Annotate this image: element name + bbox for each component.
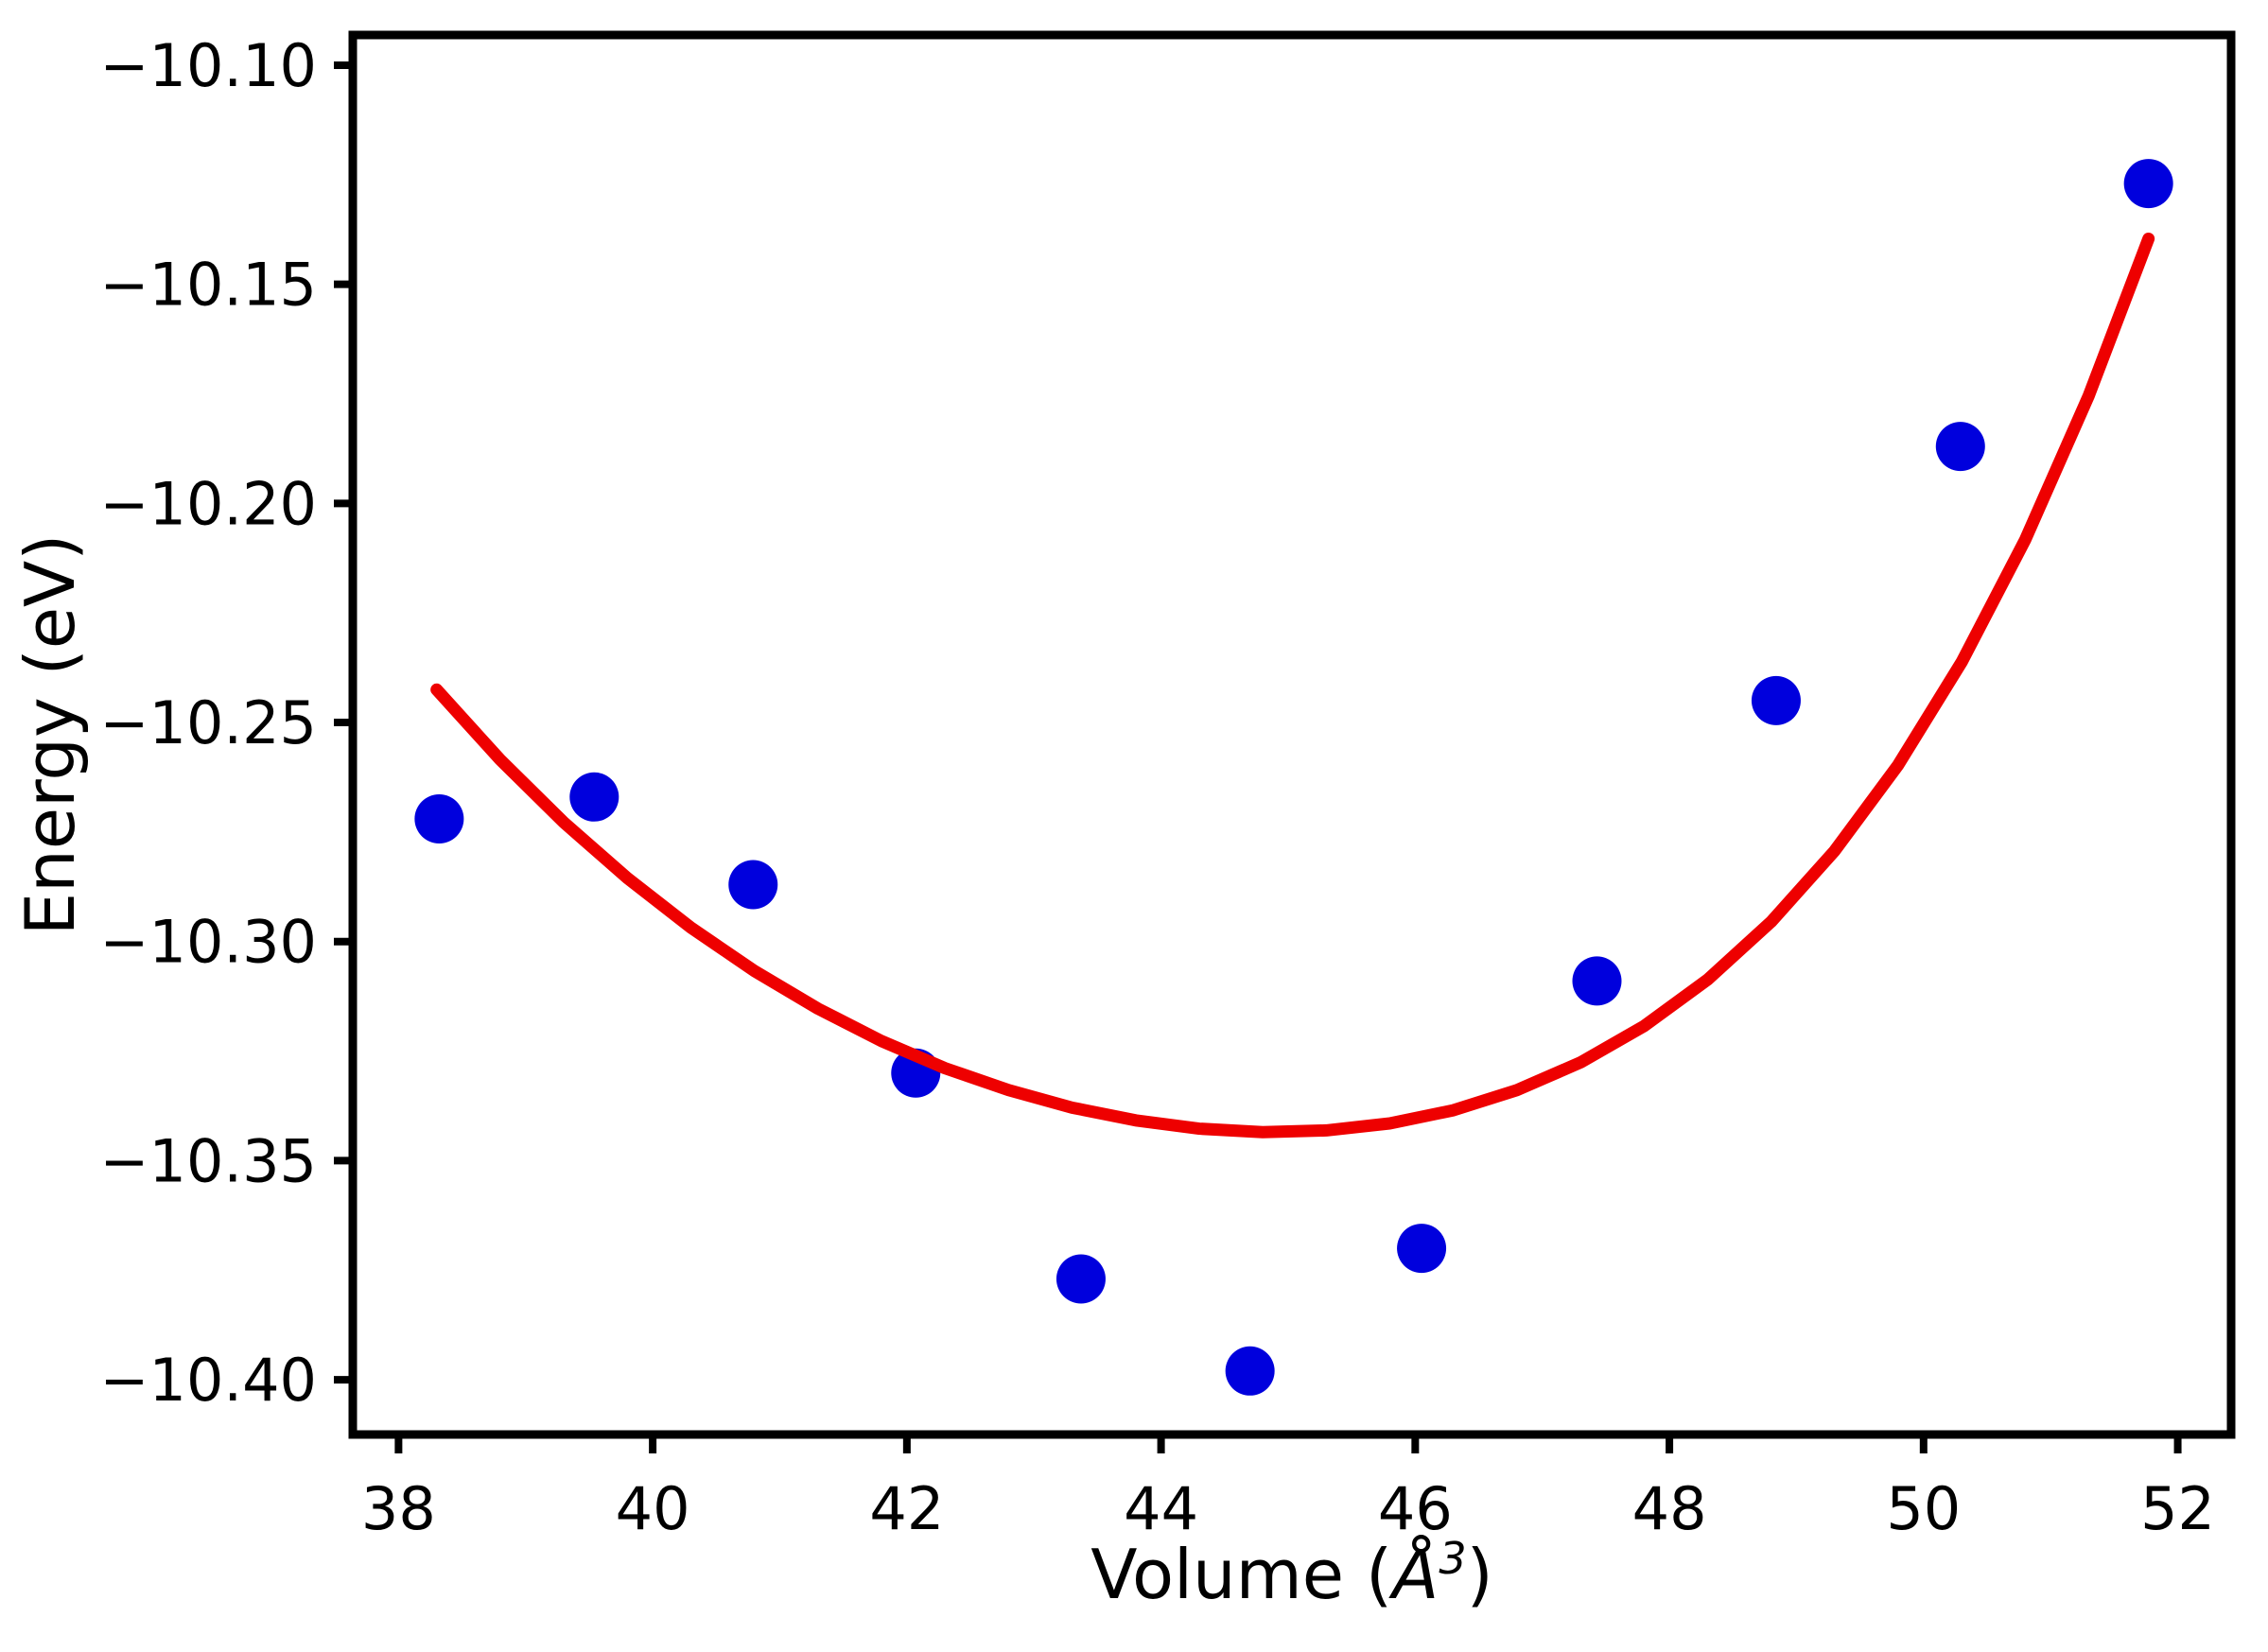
x-axis-title-unit: Å bbox=[1388, 1535, 1439, 1614]
x-tick-label: 42 bbox=[869, 1474, 944, 1543]
x-tick-label: 52 bbox=[2140, 1474, 2215, 1543]
y-tick-label: −10.10 bbox=[100, 31, 317, 100]
x-tick-label: 44 bbox=[1124, 1474, 1198, 1543]
data-point-marker[interactable] bbox=[1055, 1254, 1106, 1304]
axes-frame bbox=[348, 30, 2236, 1439]
data-point-marker[interactable] bbox=[2123, 159, 2173, 209]
y-tick-label: −10.30 bbox=[100, 908, 317, 977]
x-tick-label: 38 bbox=[361, 1474, 436, 1543]
data-point-marker[interactable] bbox=[1225, 1346, 1275, 1396]
data-point-marker[interactable] bbox=[414, 793, 464, 843]
y-tick-label: −10.20 bbox=[100, 469, 317, 538]
data-point-marker[interactable] bbox=[1751, 675, 1801, 725]
x-tick-label: 40 bbox=[616, 1474, 690, 1543]
y-axis-title: Energy (eV) bbox=[10, 534, 90, 936]
x-axis-title-close: ) bbox=[1467, 1535, 1493, 1614]
y-tick-label: −10.25 bbox=[100, 688, 317, 757]
x-tick-label: 46 bbox=[1378, 1474, 1453, 1543]
plot-series bbox=[414, 159, 2173, 1396]
axis-ticks: 38 40 42 44 46 48 50 52 −10.10 −10.15 −10.20 −10.25… bbox=[100, 31, 2215, 1543]
data-point-marker[interactable] bbox=[1397, 1224, 1447, 1274]
data-point-marker[interactable] bbox=[569, 772, 619, 822]
x-axis-title: Volume (Å3) bbox=[1090, 1533, 1492, 1614]
data-point-marker[interactable] bbox=[728, 860, 778, 910]
data-point-marker[interactable] bbox=[1572, 956, 1622, 1006]
fit-curve-line bbox=[430, 232, 2155, 1139]
x-tick-label: 50 bbox=[1886, 1474, 1961, 1543]
x-tick-label: 48 bbox=[1632, 1474, 1707, 1543]
data-point-marker[interactable] bbox=[1935, 422, 1985, 472]
y-tick-label: −10.15 bbox=[100, 251, 317, 320]
x-axis-title-base: Volume ( bbox=[1090, 1535, 1392, 1614]
y-tick-label: −10.40 bbox=[100, 1346, 317, 1415]
x-axis-title-exponent: 3 bbox=[1439, 1533, 1466, 1584]
y-tick-label: −10.35 bbox=[100, 1126, 317, 1195]
